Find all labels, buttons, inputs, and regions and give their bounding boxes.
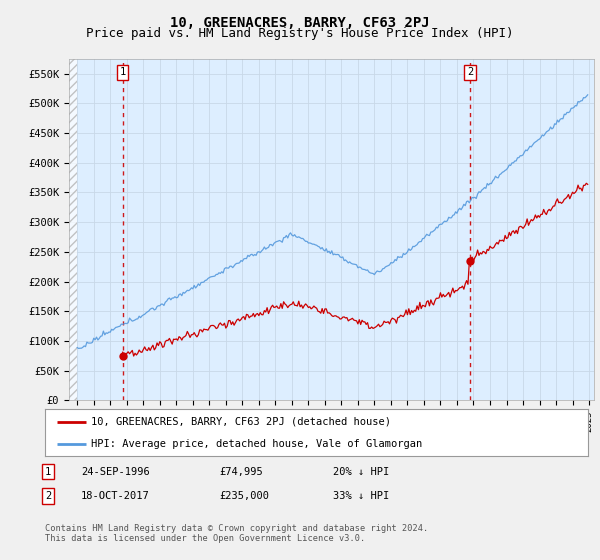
Text: 20% ↓ HPI: 20% ↓ HPI [333, 466, 389, 477]
Text: £235,000: £235,000 [219, 491, 269, 501]
Text: 2: 2 [45, 491, 51, 501]
Text: 18-OCT-2017: 18-OCT-2017 [81, 491, 150, 501]
Text: HPI: Average price, detached house, Vale of Glamorgan: HPI: Average price, detached house, Vale… [91, 438, 422, 449]
Text: 1: 1 [119, 67, 126, 77]
Text: 1: 1 [45, 466, 51, 477]
Text: 10, GREENACRES, BARRY, CF63 2PJ (detached house): 10, GREENACRES, BARRY, CF63 2PJ (detache… [91, 417, 391, 427]
Text: 2: 2 [467, 67, 473, 77]
Text: 24-SEP-1996: 24-SEP-1996 [81, 466, 150, 477]
Bar [69, 59, 77, 400]
Text: Price paid vs. HM Land Registry's House Price Index (HPI): Price paid vs. HM Land Registry's House … [86, 27, 514, 40]
Text: 33% ↓ HPI: 33% ↓ HPI [333, 491, 389, 501]
Text: Contains HM Land Registry data © Crown copyright and database right 2024.
This d: Contains HM Land Registry data © Crown c… [45, 524, 428, 543]
Text: 10, GREENACRES, BARRY, CF63 2PJ: 10, GREENACRES, BARRY, CF63 2PJ [170, 16, 430, 30]
Text: £74,995: £74,995 [219, 466, 263, 477]
